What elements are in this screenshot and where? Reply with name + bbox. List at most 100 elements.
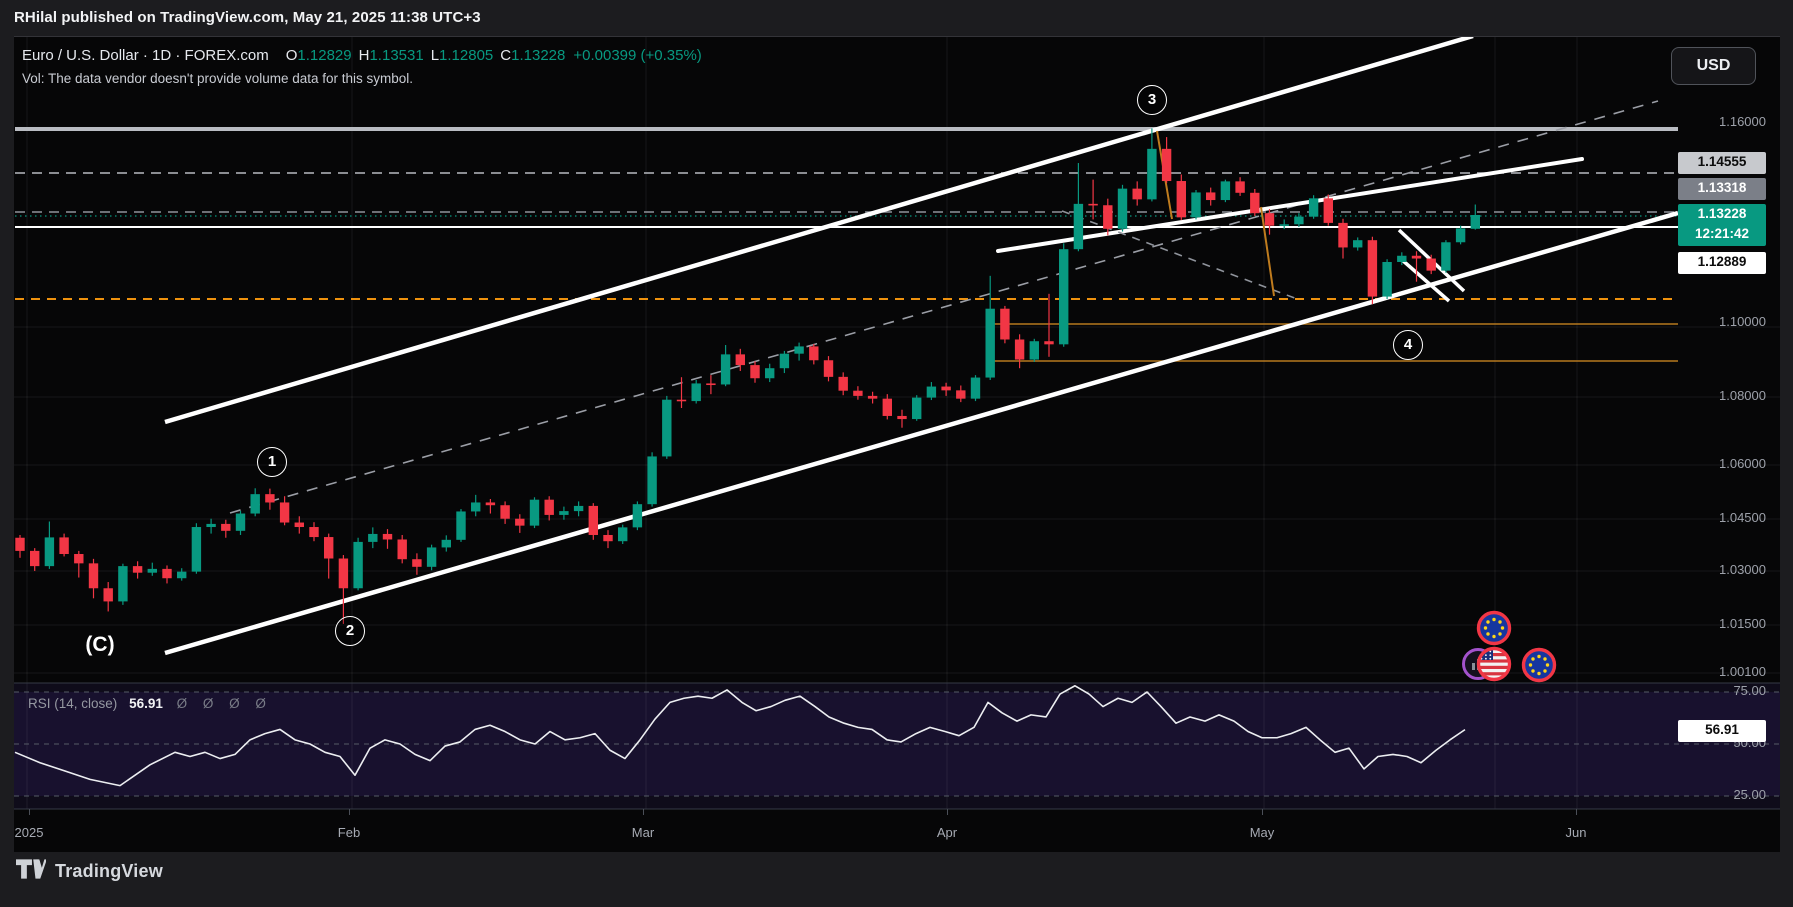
candle-body <box>970 377 981 399</box>
rsi-legend[interactable]: RSI (14, close) 56.91 Ø Ø Ø Ø <box>28 696 272 711</box>
rsi-indicator-value: 56.91 <box>129 696 163 711</box>
time-axis-tick <box>1262 809 1263 815</box>
open-label: O <box>285 47 298 64</box>
price-axis-label: 56.91 <box>1678 720 1766 742</box>
candle-body <box>471 502 481 512</box>
symbol-legend[interactable]: Euro / U.S. Dollar · 1D · FOREX.com O1.12… <box>22 47 702 64</box>
candle-body <box>544 499 554 515</box>
price-chart-canvas[interactable] <box>14 37 1780 852</box>
elliott-wave-label-3: 3 <box>1137 85 1167 115</box>
candle-body <box>162 568 172 579</box>
price-axis-tick: 1.10000 <box>1719 314 1766 329</box>
candle-body <box>338 558 349 589</box>
time-axis-label: Feb <box>337 825 361 840</box>
candle-body <box>353 541 363 589</box>
candle-body <box>441 539 451 548</box>
price-axis-tick: 1.08000 <box>1719 388 1766 403</box>
symbol-title[interactable]: Euro / U.S. Dollar · 1D · FOREX.com <box>22 47 269 64</box>
candle-body <box>1353 240 1363 248</box>
chart-area[interactable]: Euro / U.S. Dollar · 1D · FOREX.com O1.12… <box>14 36 1780 852</box>
candle-body <box>368 533 378 542</box>
candle-body <box>985 308 995 378</box>
candle-body <box>809 346 819 361</box>
time-axis-tick <box>643 809 644 815</box>
price-axis-tick: 1.01500 <box>1719 616 1766 631</box>
candle-body <box>823 360 834 377</box>
tradingview-logo-text[interactable]: TradingView <box>55 861 163 881</box>
candle-body <box>382 533 393 540</box>
trend-line-channel-midline-dashed[interactable] <box>229 100 1659 514</box>
candle-body <box>1441 242 1451 271</box>
price-axis-label: 1.13318 <box>1678 178 1766 200</box>
rsi-indicator-name: RSI <box>28 696 51 711</box>
candle-body <box>250 494 260 514</box>
publish-header: RHilal published on TradingView.com, May… <box>14 9 481 26</box>
time-axis-label: Apr <box>936 825 958 840</box>
candle-body <box>30 550 40 567</box>
high-value: 1.13531 <box>369 47 424 64</box>
time-axis-tick <box>947 809 948 815</box>
candle-body <box>1044 341 1054 345</box>
candle-body <box>1132 188 1142 200</box>
candle-body <box>603 534 613 542</box>
price-axis-tick: 1.03000 <box>1719 562 1766 577</box>
high-label: H <box>358 47 370 64</box>
candle-body <box>912 397 922 420</box>
elliott-wave-label-1: 1 <box>257 447 287 477</box>
close-value: 1.13228 <box>511 47 566 64</box>
candle-body <box>676 399 687 402</box>
candle-body <box>103 588 113 602</box>
trend-line-channel-top[interactable] <box>164 37 1474 425</box>
tradingview-logo-icon[interactable] <box>16 858 46 885</box>
candle-body <box>1455 228 1466 243</box>
candle-body <box>132 566 143 573</box>
elliott-wave-label-2: 2 <box>335 616 365 646</box>
flag-icon-eu[interactable] <box>1474 608 1514 653</box>
candle-body <box>956 390 966 399</box>
candle-body <box>691 383 701 402</box>
rsi-pane[interactable] <box>14 683 1780 809</box>
candle-body <box>573 505 584 512</box>
trend-line-mini-channel-b[interactable] <box>1399 257 1451 303</box>
candle-body <box>1029 341 1039 360</box>
trend-line-wedge-support[interactable] <box>996 157 1584 253</box>
candle-body <box>1059 249 1069 345</box>
candle-body <box>941 386 951 391</box>
price-axis-tick: 1.06000 <box>1719 456 1766 471</box>
candle-body <box>662 399 672 457</box>
candle-body <box>1206 192 1216 201</box>
time-axis-tick <box>1576 809 1577 815</box>
trend-line-channel-bottom[interactable] <box>164 210 1679 656</box>
candle-body <box>1161 148 1172 182</box>
currency-toggle-button[interactable]: USD <box>1671 47 1756 85</box>
trend-line-descending-dashed[interactable] <box>1061 210 1301 301</box>
elliott-wave-label-4: 4 <box>1393 330 1423 360</box>
candle-body <box>632 504 643 528</box>
candle-body <box>485 502 496 506</box>
rsi-line <box>14 684 1466 787</box>
candle-body <box>515 518 525 526</box>
candle-body <box>279 502 290 523</box>
candle-body <box>147 568 157 573</box>
candle-body <box>1000 308 1010 340</box>
flag-icon-us[interactable] <box>1474 644 1514 689</box>
candle-body <box>206 523 216 528</box>
candle-body <box>1279 224 1289 226</box>
candle-body <box>265 494 275 503</box>
candle-body <box>221 523 231 531</box>
rsi-indicator-params: (14, close) <box>54 696 118 711</box>
candle-body <box>1338 222 1348 248</box>
candle-body <box>1117 188 1128 229</box>
flag-icon-eu[interactable] <box>1519 645 1559 690</box>
candle-body <box>1073 203 1084 250</box>
trend-line-orange-steep-b[interactable] <box>1260 206 1275 297</box>
candle-body <box>1323 198 1333 223</box>
candle-body <box>88 563 99 589</box>
candle-body <box>750 365 760 379</box>
candle-body <box>235 513 246 531</box>
candle-body <box>412 559 422 567</box>
open-value: 1.12829 <box>297 47 352 64</box>
candle-body <box>779 353 790 369</box>
candle-body <box>1382 261 1392 297</box>
